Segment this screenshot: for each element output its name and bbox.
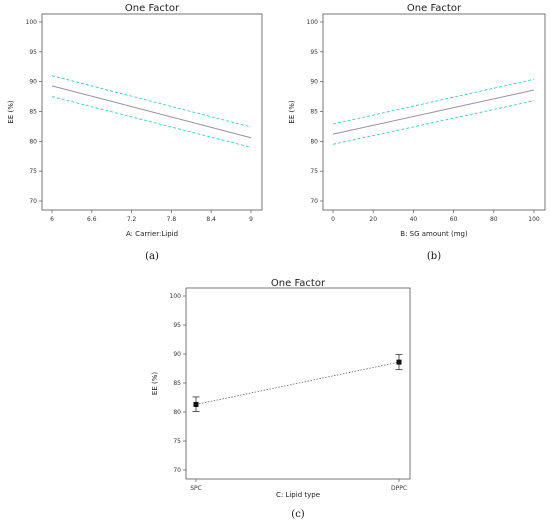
- y-tick-label: 80: [29, 138, 37, 145]
- panel-caption: (b): [427, 251, 441, 262]
- confidence-band-line: [51, 96, 252, 148]
- x-tick-label: 6.6: [87, 216, 97, 223]
- y-tick-label: 100: [170, 293, 182, 300]
- panel-caption: (a): [145, 251, 159, 262]
- y-tick-label: 100: [26, 19, 38, 26]
- y-tick-label: 75: [29, 168, 37, 175]
- chart-title: One Factor: [125, 3, 180, 14]
- x-axis-label: C: Lipid type: [276, 491, 320, 499]
- y-tick-label: 85: [310, 109, 318, 116]
- confidence-band-line: [332, 100, 535, 145]
- x-tick-label: 80: [490, 216, 498, 223]
- y-tick-label: 90: [29, 79, 37, 86]
- y-tick-label: 70: [29, 198, 37, 205]
- y-tick-label: 85: [173, 380, 181, 387]
- x-tick-label: 7.8: [167, 216, 177, 223]
- y-tick-label: 80: [173, 409, 181, 416]
- y-tick-label: 75: [173, 438, 181, 445]
- x-axis-label: A: Carrier:Lipid: [126, 230, 178, 238]
- x-tick-label: SPC: [190, 485, 202, 492]
- data-point: [193, 401, 199, 407]
- x-tick-label: 6: [50, 216, 54, 223]
- x-tick-label: 9: [249, 216, 253, 223]
- plot-frame: [322, 13, 546, 211]
- y-tick-label: 95: [29, 49, 37, 56]
- y-tick-label: 75: [310, 168, 318, 175]
- prediction-line: [51, 85, 252, 139]
- chart-panel-1: One Factor 70 75 80 85 90 95 100 EE (%) A: Carrie…: [7, 3, 263, 262]
- confidence-band-line: [332, 78, 535, 125]
- prediction-line: [332, 89, 535, 135]
- chart-title: One Factor: [271, 278, 326, 289]
- y-tick-label: 90: [310, 79, 318, 86]
- x-tick-label: 0: [331, 216, 335, 223]
- x-tick-label: DPPC: [391, 485, 407, 492]
- y-tick-label: 100: [307, 19, 319, 26]
- y-tick-label: 95: [173, 322, 181, 329]
- x-tick-label: 20: [369, 216, 377, 223]
- y-axis-label: EE (%): [288, 100, 296, 123]
- chart-panel-3: One Factor 70 75 80 85 90 95 100 EE (%) C: Lipid …: [151, 278, 411, 520]
- plot-frame: [41, 13, 263, 211]
- x-tick-label: 7.2: [127, 216, 137, 223]
- y-tick-label: 70: [173, 467, 181, 474]
- y-axis-label: EE (%): [7, 100, 15, 123]
- y-tick-label: 70: [310, 198, 318, 205]
- y-tick-label: 80: [310, 138, 318, 145]
- x-tick-label: 40: [410, 216, 418, 223]
- chart-title: One Factor: [407, 3, 462, 14]
- y-tick-label: 85: [29, 109, 37, 116]
- y-axis-label: EE (%): [151, 372, 159, 395]
- connector-line: [195, 361, 400, 405]
- x-tick-label: 60: [450, 216, 458, 223]
- y-tick-label: 90: [173, 351, 181, 358]
- x-tick-label: 8.4: [206, 216, 216, 223]
- plot-frame: [185, 287, 411, 480]
- confidence-band-line: [51, 75, 252, 128]
- y-tick-label: 95: [310, 49, 318, 56]
- x-tick-label: 100: [528, 216, 540, 223]
- x-axis-label: B: SG amount (mg): [400, 230, 468, 238]
- data-point: [396, 359, 402, 365]
- chart-panel-2: One Factor 70 75 80 85 90 95 100 EE (%) B: SG amo…: [288, 3, 546, 262]
- panel-caption: (c): [291, 509, 305, 520]
